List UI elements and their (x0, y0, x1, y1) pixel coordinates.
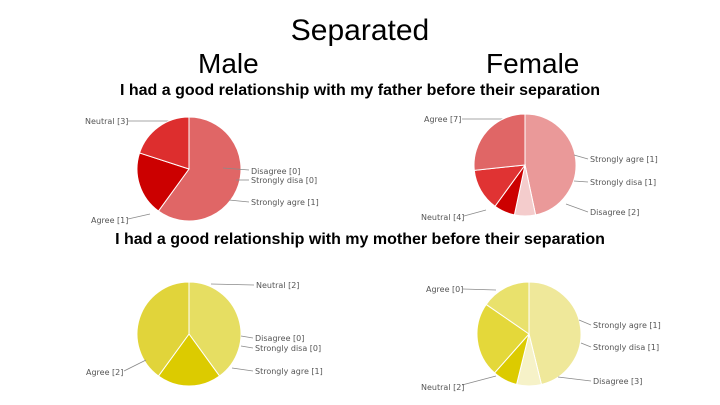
slice-label: Neutral [2] (256, 281, 299, 290)
leader-line (228, 199, 250, 203)
leader-line (210, 283, 255, 286)
leader-line (573, 180, 589, 183)
slice-label: Strongly disa [1] (593, 343, 659, 352)
leader-line (240, 335, 254, 339)
pie-slice (485, 281, 530, 335)
pie-female-father: Agree [7] Strongly agre [1] Strongly disa … (421, 113, 658, 222)
slice-label: Strongly agre [1] (590, 155, 658, 164)
slide-title: Separated (290, 14, 430, 47)
slice-label: Strongly agre [1] (255, 367, 323, 376)
slice-label: Agree [2] (86, 368, 123, 377)
leader-line (123, 359, 147, 372)
female-column-label: Female (486, 48, 580, 79)
male-column-label: Male (198, 48, 259, 79)
pie-male-father: Neutral [3] Disagree [0]Strongly disa [0]… (85, 116, 319, 225)
leader-line (578, 319, 592, 326)
leader-line (557, 376, 592, 382)
leader-line (231, 367, 254, 372)
leader-line (222, 167, 250, 171)
slice-label: Disagree [0] (255, 334, 304, 343)
slice-label: Disagree [2] (590, 208, 639, 217)
slice-label: Disagree [3] (593, 377, 642, 386)
leader-line (240, 345, 254, 349)
slice-label: Agree [1] (91, 216, 128, 225)
pie-slice (136, 152, 190, 212)
pie-slice (524, 113, 577, 216)
slice-label: Agree [0] (426, 285, 463, 294)
pie-slice (188, 281, 242, 377)
leader-line (461, 375, 497, 386)
question-mother: I had a good relationship with my mother… (115, 231, 605, 248)
pie-slice (136, 281, 190, 377)
slice-label: Agree [7] (424, 115, 461, 124)
leader-line (462, 288, 497, 291)
slice-label: Disagree [0] (251, 167, 300, 176)
pie-slice (157, 116, 242, 222)
slice-label: Strongly disa [0] (255, 344, 321, 353)
pie-female-mother: Agree [0] Strongly agre [1] Strongly disa … (421, 281, 661, 392)
pie-slice (476, 303, 530, 374)
slice-label: Neutral [2] (421, 383, 464, 392)
slice-label: Strongly disa [1] (590, 178, 656, 187)
slice-label: Strongly disa [0] (251, 176, 317, 185)
leader-line (573, 154, 589, 160)
slice-label: Neutral [3] (85, 117, 128, 126)
slice-label: Strongly agre [1] (251, 198, 319, 207)
pie-slice (157, 333, 221, 387)
leader-line (565, 203, 589, 213)
leader-line (127, 213, 151, 220)
pie-slice (473, 113, 526, 171)
slice-label: Neutral [4] (421, 213, 464, 222)
pie-slice (138, 116, 190, 170)
pie-slice (528, 281, 582, 386)
leader-line (463, 209, 487, 217)
slice-label: Strongly agre [1] (593, 321, 661, 330)
question-father: I had a good relationship with my father… (119, 82, 601, 99)
leader-line (580, 342, 592, 348)
pie-male-mother: Neutral [2] Disagree [0]Strongly disa [0]… (86, 281, 323, 387)
